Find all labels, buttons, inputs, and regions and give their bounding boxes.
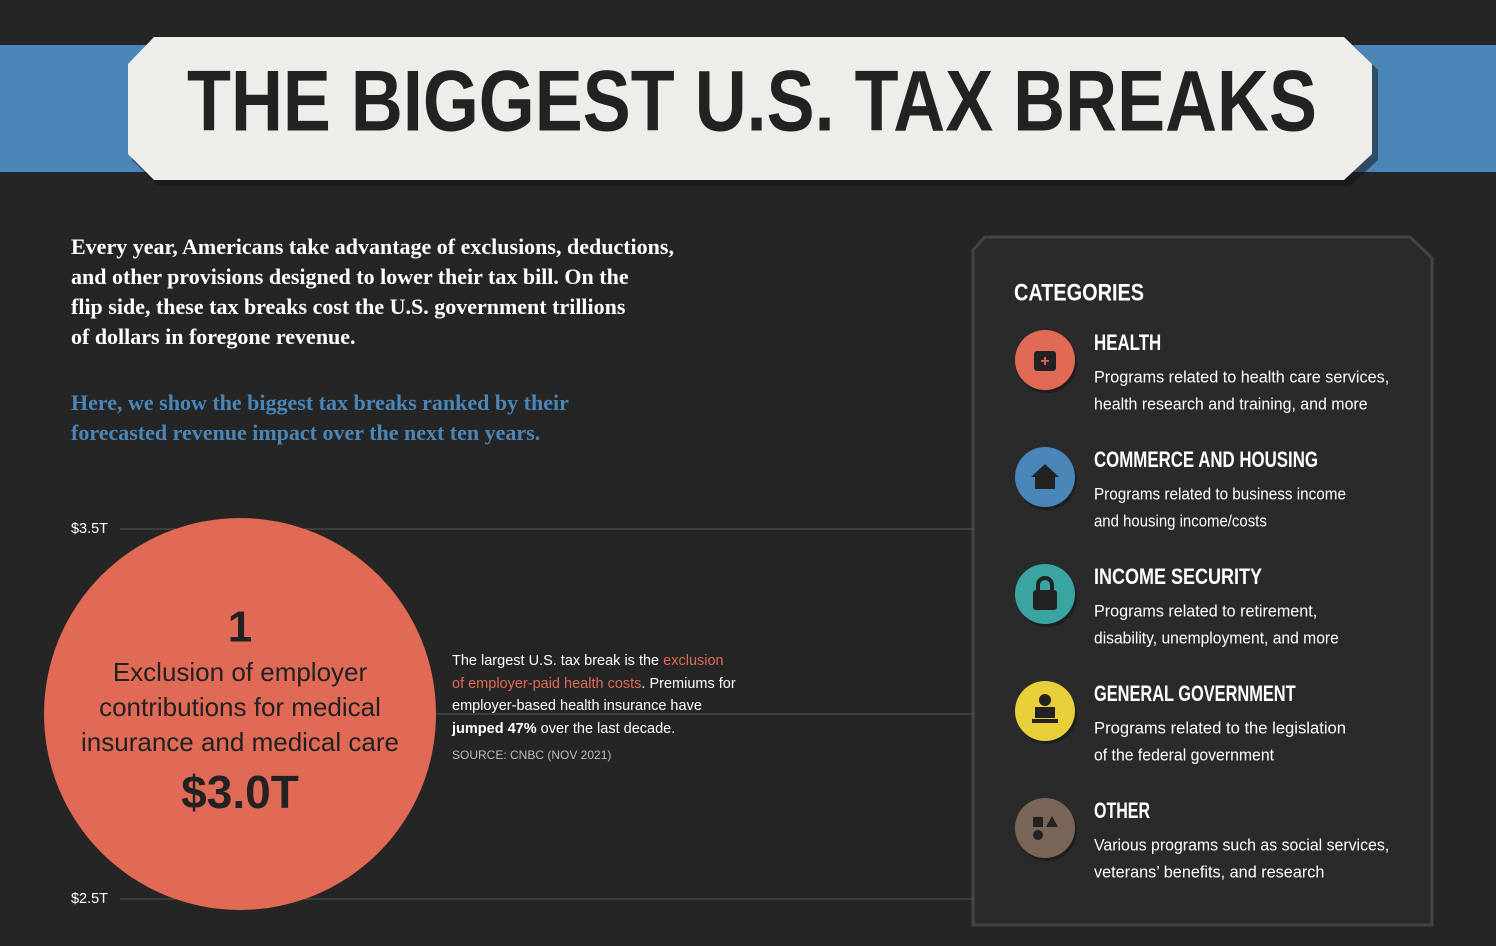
bubble-label: Exclusion of employer: [113, 657, 368, 687]
intro-text: flip side, these tax breaks cost the U.S…: [71, 294, 626, 319]
icon-shape: +: [1040, 353, 1049, 370]
legend-name: COMMERCE AND HOUSING: [1094, 447, 1318, 472]
bubble-rank: 1: [228, 603, 252, 652]
intro-text: and other provisions designed to lower t…: [71, 264, 629, 289]
annotation-text: The largest U.S. tax break is the: [452, 653, 660, 669]
highlight-text: forecasted revenue impact over the next …: [71, 420, 540, 445]
y-tick-label: $2.5T: [71, 890, 108, 907]
icon-shape: [1046, 816, 1058, 827]
annotation-highlight: exclusion of employer-paid health costs: [452, 653, 724, 692]
source: SOURCE: CNBC (NOV 2021): [452, 748, 612, 762]
legend-name: GENERAL GOVERNMENT: [1094, 681, 1296, 706]
intro-text: Every year, Americans take advantage of …: [71, 234, 674, 259]
legend-description: of the federal government: [1094, 745, 1274, 764]
intro-text: of dollars in foregone revenue.: [71, 324, 356, 349]
legend-heading: CATEGORIES: [1014, 279, 1144, 306]
icon-shape: [1031, 464, 1059, 489]
legend-name: OTHER: [1094, 798, 1150, 823]
legend-description: Programs related to retirement,: [1094, 601, 1317, 620]
legend-icon: [1015, 798, 1075, 858]
legend-description: Various programs such as social services…: [1094, 835, 1389, 854]
annotation: The largest U.S. tax break is the exclus…: [452, 650, 737, 767]
legend-item: OTHER Various programs such as social ser…: [1015, 798, 1389, 881]
annotation-text: .: [641, 675, 646, 692]
legend-item: + HEALTH Programs related to health care s…: [1015, 330, 1389, 413]
y-tick-label: $3.5T: [71, 520, 108, 537]
legend-description: veterans’ benefits, and research: [1094, 862, 1324, 881]
icon-shape: [1033, 830, 1043, 840]
bubble-label: insurance and medical care: [81, 727, 399, 757]
bubble: [44, 518, 436, 910]
icon-shape: [1032, 719, 1058, 723]
legend-description: Programs related to health care services…: [1094, 367, 1389, 386]
legend-description: Programs related to the legislation: [1094, 718, 1346, 737]
annotation-text: Premiums for employer-based health insur…: [452, 675, 736, 715]
legend-description: Programs related to business income: [1094, 484, 1346, 503]
legend-item: GENERAL GOVERNMENT Programs related to th…: [1015, 681, 1346, 764]
legend-description: disability, unemployment, and more: [1094, 628, 1339, 647]
icon-shape: [1034, 351, 1056, 371]
annotation-bold: jumped 47%: [452, 720, 537, 737]
annotation-text: over the last decade.: [540, 720, 676, 737]
title-plate: [128, 37, 1372, 180]
icon-shape: [1035, 707, 1055, 718]
legend-description: and housing income/costs: [1094, 511, 1267, 530]
icon-shape: [1033, 817, 1043, 827]
highlight-text: Here, we show the biggest tax breaks ran…: [71, 390, 569, 415]
legend-panel: [971, 235, 1434, 927]
bubble-label: contributions for medical: [99, 692, 381, 722]
icon-shape: [1036, 576, 1054, 590]
bubble-value: $3.0T: [181, 766, 299, 818]
legend-item: INCOME SECURITY Programs related to retir…: [1015, 564, 1339, 647]
legend-item: COMMERCE AND HOUSING Programs related to …: [1015, 447, 1346, 530]
icon-shape: [1039, 694, 1051, 706]
legend-name: HEALTH: [1094, 330, 1161, 355]
legend-name: INCOME SECURITY: [1094, 564, 1262, 589]
title: THE BIGGEST U.S. TAX BREAKS: [187, 54, 1317, 150]
legend-description: health research and training, and more: [1094, 394, 1368, 413]
icon-shape: [1033, 590, 1057, 610]
